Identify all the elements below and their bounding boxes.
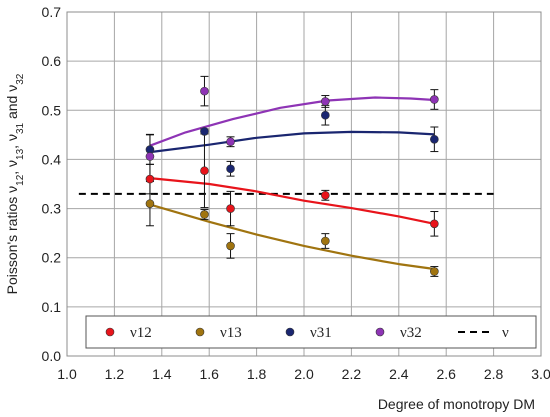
data-point: [200, 166, 209, 176]
trend-line: [149, 177, 435, 225]
x-tick-label: 3.0: [531, 366, 550, 382]
data-point: [200, 127, 209, 136]
legend-marker: [375, 327, 385, 337]
x-tick-label: 1.4: [152, 366, 172, 382]
y-axis-label: Poisson's ratios ν12, ν13, ν31 and ν32: [4, 73, 26, 294]
data-point: [226, 137, 235, 147]
x-tick-label: 2.4: [389, 366, 409, 382]
legend-marker: [105, 327, 115, 337]
data-point: [321, 236, 330, 246]
data-point: [200, 86, 209, 96]
data-point: [430, 267, 439, 276]
x-tick-label: 2.0: [294, 366, 314, 382]
x-tick-labels: 1.0 1.2 1.4 1.6 1.8 2.0 2.2 2.4 2.6 2.8 3.0: [57, 366, 550, 382]
x-tick-label: 1.6: [199, 366, 219, 382]
x-tick-label: 2.2: [342, 366, 362, 382]
legend: ν12 ν13 ν31 ν32 ν: [85, 315, 537, 349]
y-tick-label: 0.4: [42, 151, 62, 167]
x-tick-label: 1.2: [105, 366, 125, 382]
x-tick-label: 1.0: [57, 366, 77, 382]
data-point: [430, 219, 439, 229]
y-tick-label: 0.0: [42, 348, 62, 364]
trend-line: [149, 203, 435, 271]
legend-label: ν32: [400, 325, 422, 341]
x-tick-label: 2.6: [436, 366, 456, 382]
y-tick-label: 0.1: [42, 299, 62, 315]
trend-line: [149, 130, 435, 154]
x-axis-label: Degree of monotropy DM: [378, 396, 535, 412]
data-points: [145, 86, 439, 276]
trend-line: [149, 96, 435, 147]
y-tick-label: 0.2: [42, 250, 62, 266]
data-point: [145, 199, 155, 208]
y-tick-label: 0.3: [42, 201, 62, 217]
legend-label: ν12: [130, 325, 152, 341]
legend-label: ν31: [310, 325, 332, 341]
legend-marker: [285, 327, 295, 337]
data-point: [430, 95, 439, 104]
y-tick-label: 0.7: [42, 4, 62, 20]
data-point: [200, 210, 209, 219]
x-tick-label: 2.8: [484, 366, 504, 382]
data-point: [321, 97, 330, 106]
legend-label: ν13: [220, 325, 242, 341]
legend-label: ν: [502, 325, 509, 341]
data-point: [430, 134, 439, 144]
y-tick-label: 0.6: [42, 53, 62, 69]
data-point: [321, 110, 330, 120]
plot-frame: [66, 11, 542, 357]
data-point: [226, 204, 235, 213]
data-point: [226, 241, 235, 251]
data-point: [226, 164, 235, 174]
y-tick-label: 0.5: [42, 102, 62, 118]
data-point: [145, 174, 155, 184]
x-tick-label: 1.8: [247, 366, 267, 382]
trend-lines: [149, 96, 435, 271]
data-point: [321, 191, 330, 200]
legend-marker: [195, 327, 205, 337]
y-tick-labels: 0.0 0.1 0.2 0.3 0.4 0.5 0.6 0.7: [42, 4, 62, 364]
grid: [66, 11, 542, 357]
data-point: [145, 152, 155, 161]
